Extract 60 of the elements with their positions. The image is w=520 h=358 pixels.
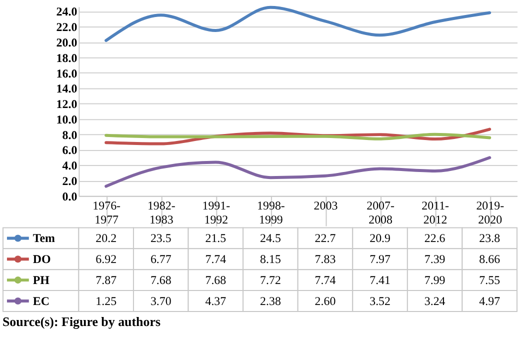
data-label: 6.77 (150, 252, 172, 266)
data-label: 20.2 (96, 231, 117, 246)
data-label: 7.72 (260, 273, 281, 288)
source-note: Source(s): Figure by authors (2, 314, 161, 329)
x-tick-label: 1998-1999 (257, 198, 285, 226)
legend-label: DO (32, 252, 51, 266)
data-label: 4.37 (205, 294, 226, 308)
data-label: 4.97 (479, 294, 500, 308)
x-tick-label: 2003 (314, 198, 338, 212)
data-label: 8.15 (260, 252, 281, 266)
x-tick-label: 2007-2008 (366, 198, 394, 226)
data-label: 3.24 (424, 294, 446, 308)
y-tick-label: 4.0 (62, 158, 78, 173)
data-label: 8.66 (479, 252, 500, 266)
data-label: 7.99 (424, 273, 446, 288)
data-label: 7.68 (150, 273, 172, 288)
data-label: 7.83 (314, 252, 336, 266)
data-label: 23.5 (150, 231, 172, 246)
y-tick-label: 18.0 (56, 50, 78, 65)
data-label: 7.87 (96, 273, 117, 288)
data-label: 7.97 (370, 252, 391, 266)
y-tick-label: 12.0 (56, 97, 78, 112)
data-label: 1.25 (96, 294, 117, 308)
data-label: 7.55 (479, 273, 500, 288)
y-tick-label: 14.0 (56, 82, 78, 96)
data-label: 7.68 (205, 273, 226, 288)
line-series (104, 6, 492, 42)
x-tick-label: 1976-1977 (92, 198, 121, 226)
x-tick-label: 1991-1992 (202, 198, 230, 226)
y-tick-label: 16.0 (56, 66, 78, 80)
y-tick-label: 2.0 (62, 174, 78, 188)
data-label: 2.38 (260, 294, 281, 308)
line-series (104, 156, 492, 188)
y-tick-label: 10.0 (56, 112, 78, 126)
y-tick-label: 6.0 (62, 143, 78, 158)
data-label: 23.8 (479, 231, 500, 246)
data-label: 21.5 (205, 231, 226, 246)
data-label: 3.70 (150, 294, 172, 308)
legend-label: EC (32, 294, 50, 308)
x-tick-label: 2019-2020 (476, 198, 504, 226)
data-label: 3.52 (370, 294, 391, 308)
legend-label: PH (32, 273, 50, 288)
data-label: 22.7 (314, 231, 336, 246)
x-tick-label: 2011-2012 (422, 198, 450, 226)
y-tick-label: 22.0 (56, 20, 78, 34)
data-label: 22.6 (424, 231, 446, 246)
y-tick-label: 20.0 (56, 35, 78, 50)
data-label: 7.39 (424, 252, 446, 266)
data-label: 20.9 (370, 231, 391, 246)
data-label: 7.74 (314, 273, 336, 288)
data-label: 7.41 (370, 273, 391, 288)
legend-label: Tem (32, 231, 56, 246)
y-tick-label: 0.0 (62, 189, 78, 204)
y-tick-label: 8.0 (62, 128, 78, 142)
data-label: 7.74 (205, 252, 226, 266)
x-tick-label: 1982-1983 (147, 198, 176, 226)
data-label: 2.60 (314, 294, 336, 308)
y-tick-label: 24.0 (56, 4, 78, 19)
data-label: 6.92 (96, 252, 117, 266)
data-label: 24.5 (260, 231, 281, 246)
